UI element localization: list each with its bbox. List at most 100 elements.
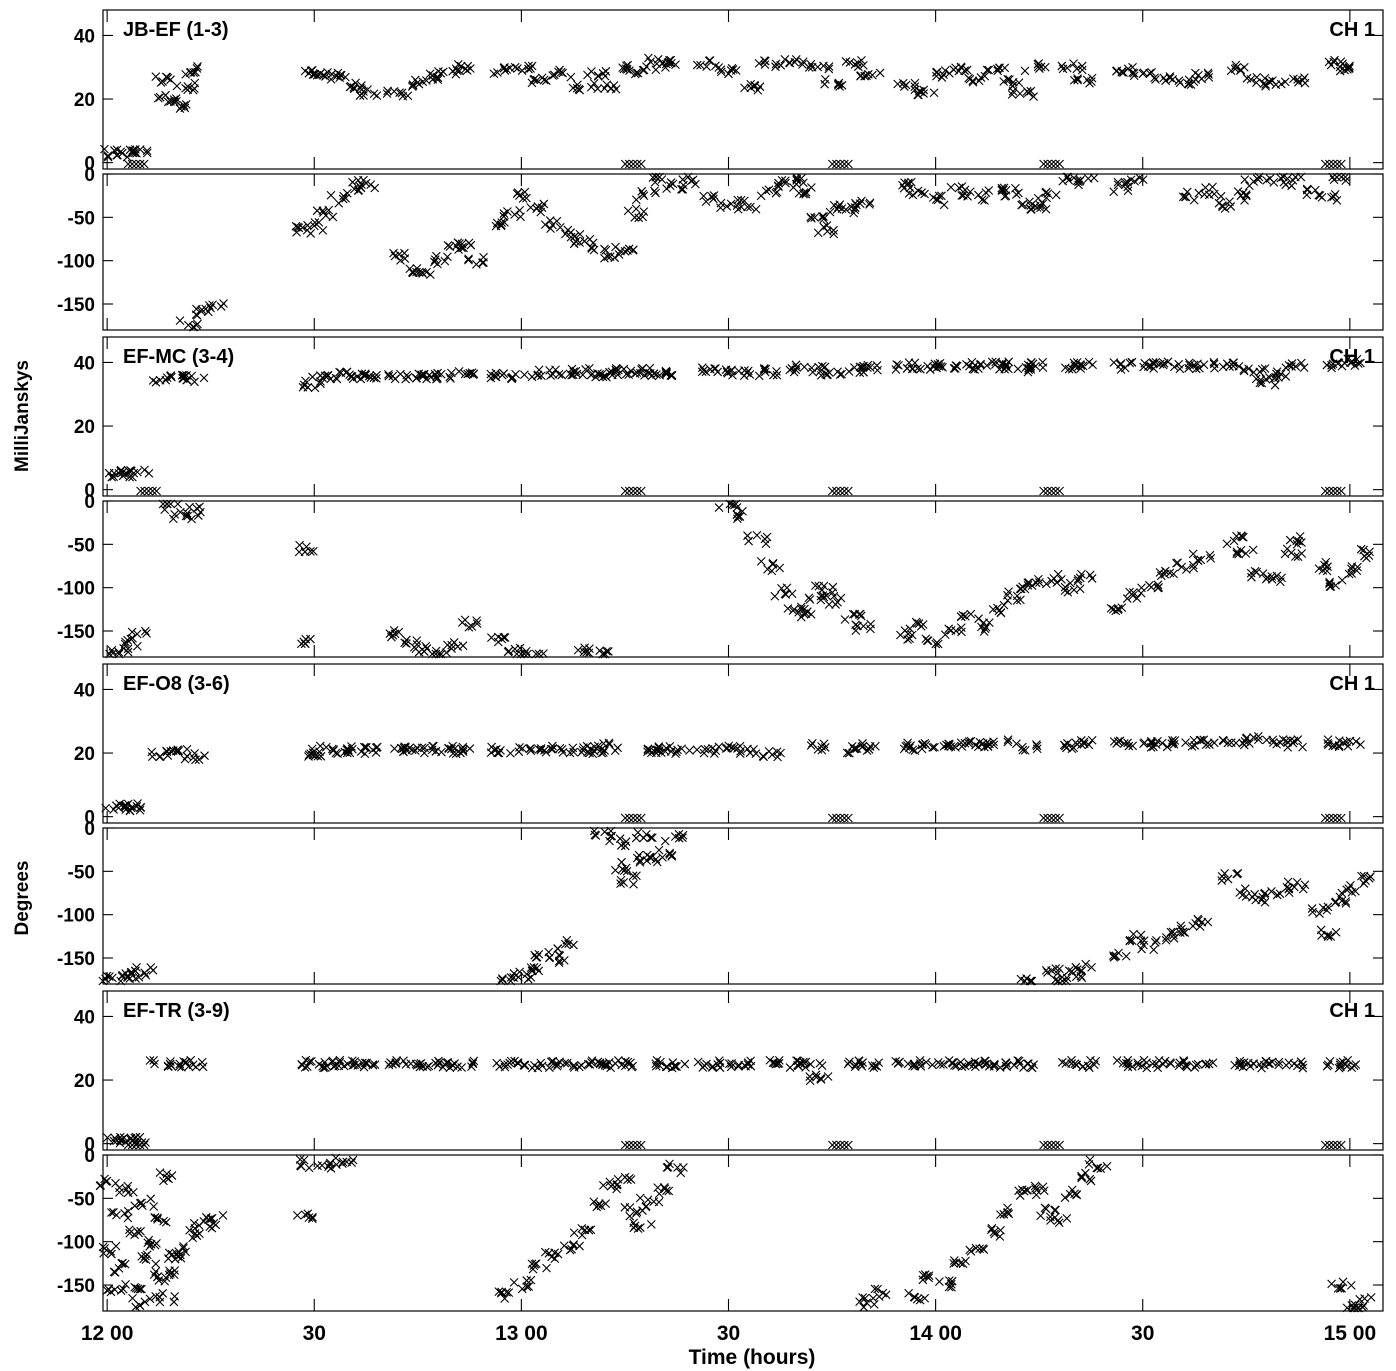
amplitude-point xyxy=(128,472,137,482)
amplitude-point xyxy=(1342,1061,1352,1071)
phase-point xyxy=(553,944,563,953)
zero-marker xyxy=(1332,1140,1342,1150)
amplitude-point xyxy=(388,1059,397,1069)
amplitude-point xyxy=(557,744,567,754)
amplitude-point xyxy=(1261,81,1271,91)
amplitude-point xyxy=(910,78,920,88)
amplitude-point xyxy=(494,748,504,758)
amplitude-point xyxy=(1069,75,1079,85)
phase-point xyxy=(109,1207,118,1217)
phase-point xyxy=(1315,909,1324,918)
zero-marker xyxy=(620,1140,630,1150)
amplitude-point xyxy=(816,1075,826,1084)
zero-marker xyxy=(843,159,853,169)
phase-point xyxy=(161,1217,171,1227)
phase-point xyxy=(526,963,536,973)
amplitude-point xyxy=(560,1058,570,1068)
phase-point xyxy=(1071,962,1081,972)
zero-marker xyxy=(127,159,137,169)
amplitude-point xyxy=(1169,362,1179,372)
phase-point xyxy=(646,1220,656,1229)
zero-marker xyxy=(636,813,646,823)
phase-point xyxy=(1062,973,1072,983)
phase-point xyxy=(928,193,938,202)
amplitude-point xyxy=(992,64,1002,74)
phase-point xyxy=(137,1201,147,1210)
phase-point xyxy=(1003,1203,1012,1213)
amplitude-point xyxy=(1003,735,1013,745)
phase-point xyxy=(201,1212,211,1222)
phase-point xyxy=(1162,933,1171,942)
amplitude-point xyxy=(1001,360,1011,370)
phase-point xyxy=(496,221,506,231)
phase-point xyxy=(162,1169,172,1179)
amplitude-point xyxy=(618,63,628,73)
phase-point xyxy=(787,589,797,599)
zero-marker xyxy=(628,1140,638,1150)
zero-marker xyxy=(835,486,845,496)
amplitude-point xyxy=(1271,80,1281,90)
phase-tick-label: -150 xyxy=(57,1276,95,1297)
amplitude-point xyxy=(661,63,670,72)
phase-point xyxy=(949,1259,959,1268)
amplitude-point xyxy=(1133,1058,1143,1068)
amplitude-point xyxy=(1029,92,1038,101)
zero-markers xyxy=(123,1140,1346,1150)
amplitude-point xyxy=(1127,357,1137,367)
phase-point xyxy=(150,1212,160,1222)
phase-point xyxy=(631,195,641,205)
phase-point xyxy=(389,625,399,635)
amplitude-point xyxy=(1144,361,1154,371)
phase-point xyxy=(401,639,411,648)
phase-point xyxy=(1041,965,1051,975)
phase-point xyxy=(412,640,422,649)
phase-point xyxy=(1217,871,1227,881)
amp-tick-label: 0 xyxy=(84,808,95,829)
phase-point xyxy=(999,183,1009,193)
amplitude-point xyxy=(652,1056,662,1065)
phase-point xyxy=(638,212,648,222)
amplitude-point xyxy=(357,369,367,379)
phase-point xyxy=(658,852,667,862)
amplitude-point xyxy=(1001,1061,1011,1071)
phase-point xyxy=(1015,584,1025,594)
zero-marker xyxy=(624,1140,634,1150)
amplitude-point xyxy=(198,1062,208,1072)
phase-point xyxy=(531,649,541,659)
x-tick-label: 14 00 xyxy=(909,1322,962,1345)
phase-point xyxy=(905,624,915,634)
zero-marker xyxy=(835,159,845,169)
phase-point xyxy=(1341,898,1351,908)
amplitude-point xyxy=(606,1063,616,1073)
amplitude-point xyxy=(990,1060,999,1070)
amplitude-point xyxy=(714,742,724,752)
phase-point xyxy=(306,547,315,556)
phase-tick-label: -150 xyxy=(57,622,95,643)
phase-point xyxy=(1031,1183,1040,1193)
phase-point xyxy=(726,199,736,209)
amplitude-point xyxy=(132,801,142,811)
amplitude-point xyxy=(544,1063,554,1072)
baseline-label: EF-MC (3-4) xyxy=(123,346,234,368)
amplitude-point xyxy=(667,1063,677,1073)
amplitude-point xyxy=(921,1057,931,1067)
amplitude-series xyxy=(100,53,1354,162)
phase-point xyxy=(502,1287,511,1297)
phase-point xyxy=(850,609,860,619)
amplitude-point xyxy=(468,1059,478,1069)
phase-point xyxy=(716,203,725,213)
phase-point xyxy=(910,1293,920,1302)
phase-point xyxy=(768,558,778,568)
phase-point xyxy=(961,1256,970,1266)
amplitude-point xyxy=(895,1057,905,1067)
phase-point xyxy=(499,212,509,221)
amplitude-point xyxy=(722,743,732,753)
phase-point xyxy=(1205,550,1215,560)
phase-point xyxy=(562,935,572,945)
phase-point xyxy=(1194,188,1204,198)
phase-point xyxy=(1035,578,1044,587)
phase-point xyxy=(110,1285,120,1294)
phase-point xyxy=(304,1213,314,1223)
phase-point xyxy=(1335,1284,1345,1293)
